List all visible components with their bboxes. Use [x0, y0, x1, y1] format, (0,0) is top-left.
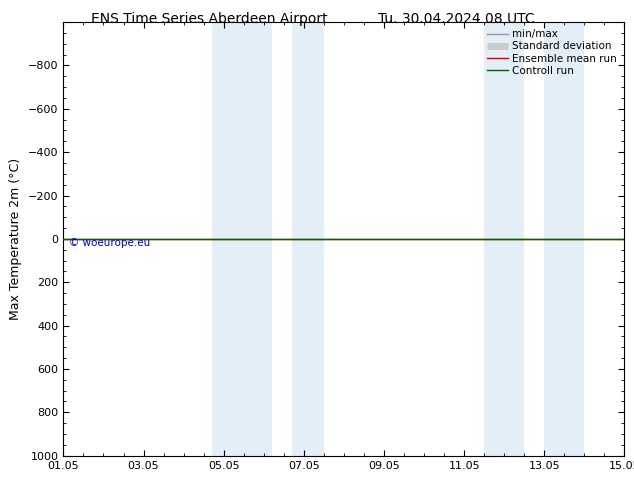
Y-axis label: Max Temperature 2m (°C): Max Temperature 2m (°C)	[10, 158, 22, 320]
Text: ENS Time Series Aberdeen Airport: ENS Time Series Aberdeen Airport	[91, 12, 328, 26]
Legend: min/max, Standard deviation, Ensemble mean run, Controll run: min/max, Standard deviation, Ensemble me…	[486, 27, 619, 78]
Bar	[545, 22, 585, 456]
Bar	[292, 22, 324, 456]
Bar	[212, 22, 272, 456]
Text: Tu. 30.04.2024 08 UTC: Tu. 30.04.2024 08 UTC	[378, 12, 535, 26]
Text: © woeurope.eu: © woeurope.eu	[69, 238, 150, 248]
Bar	[484, 22, 524, 456]
